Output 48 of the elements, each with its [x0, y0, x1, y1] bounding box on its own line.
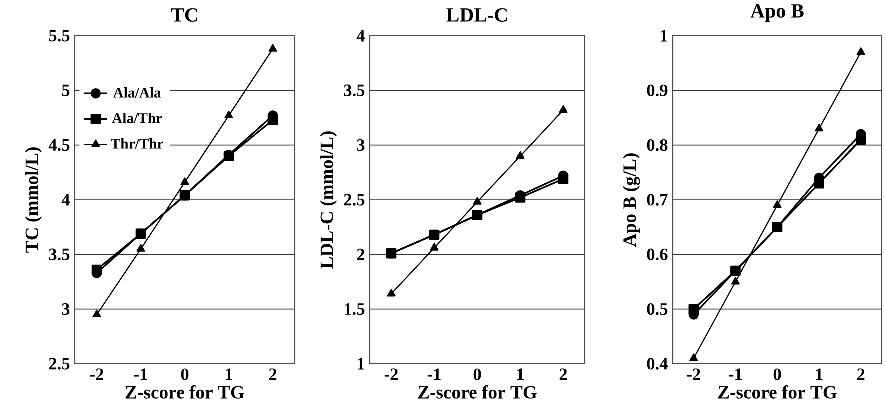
x-tick-label: -1 [428, 368, 441, 380]
y-tick-label: 1 [358, 358, 364, 370]
y-tick-label: 5.5 [49, 30, 70, 42]
x-tick-label: 2 [857, 368, 865, 380]
y-axis-title: LDL-C (mmol/L) [320, 132, 338, 269]
y-tick-label: 4 [356, 30, 365, 42]
x-tick-label: -1 [729, 368, 742, 380]
y-tick-label: 4 [62, 194, 70, 206]
y-tick-label: 3 [357, 140, 365, 152]
y-tick-label: 5 [62, 84, 70, 96]
x-tick-label: 1 [226, 368, 232, 380]
chart-title: LDL-C [446, 8, 508, 22]
y-tick-label: 3 [62, 303, 70, 316]
x-tick-label: 0 [474, 368, 482, 380]
y-tick-label: 0.4 [647, 358, 668, 370]
y-tick-label: 0.8 [647, 139, 668, 152]
legend-label: Thr/Thr [111, 138, 164, 149]
x-tick-label: 1 [518, 368, 524, 380]
x-axis-title: Z-score for TG [418, 386, 537, 399]
y-tick-label: 2.5 [49, 358, 70, 370]
y-tick-label: 0.5 [647, 303, 668, 316]
y-tick-label: 1.5 [345, 303, 365, 316]
x-tick-label: 2 [560, 368, 568, 380]
y-tick-label: 2 [357, 248, 365, 260]
y-tick-label: 2.5 [344, 194, 365, 206]
y-tick-label: 3.5 [49, 248, 70, 261]
legend-label: Ala/Ala [113, 88, 162, 98]
x-tick-label: 1 [816, 368, 823, 380]
y-tick-label: 3.5 [344, 84, 365, 97]
y-tick-label: 0.9 [647, 84, 668, 97]
x-axis-title: Z-score for TG [718, 386, 837, 399]
x-tick-label: -2 [90, 368, 104, 380]
x-tick-label: -2 [384, 368, 398, 380]
y-tick-label: 1 [661, 30, 668, 42]
y-tick-label: 4.5 [48, 139, 70, 152]
y-axis-title: Apo B (g/L) [623, 154, 640, 247]
x-tick-label: -2 [687, 368, 700, 380]
chart-title: Apo B [750, 4, 804, 22]
y-tick-label: 0.7 [647, 194, 668, 206]
x-tick-label: 0 [774, 368, 782, 380]
legend-label: Ala/Thr [112, 113, 162, 124]
y-axis-title: TC (mmol/L) [25, 148, 42, 253]
x-tick-label: -1 [134, 368, 148, 380]
x-tick-label: 2 [269, 368, 277, 380]
chart-title: TC [171, 8, 198, 22]
y-tick-label: 0.6 [647, 248, 668, 261]
x-axis-title: Z-score for TG [126, 386, 244, 399]
x-tick-label: 0 [181, 368, 189, 380]
